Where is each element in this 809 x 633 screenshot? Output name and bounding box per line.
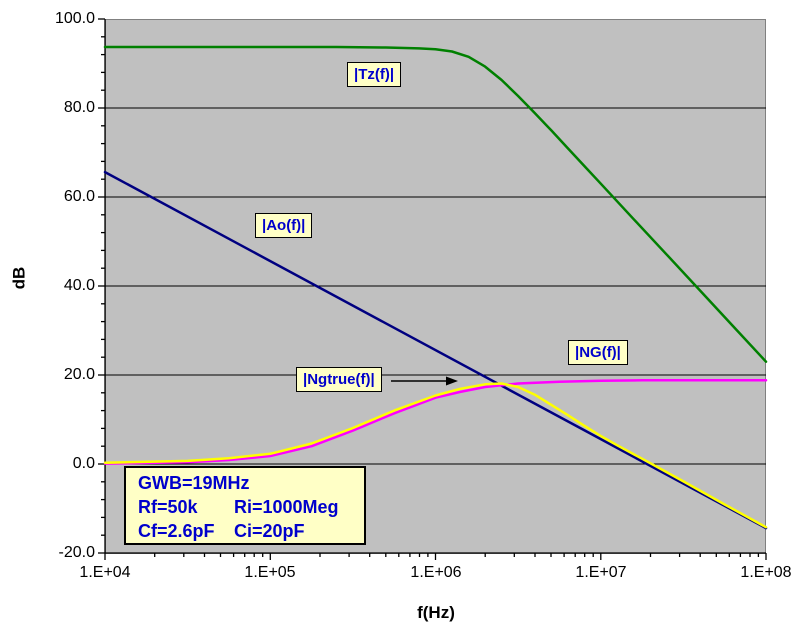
curve-label-ao: |Ao(f)| — [255, 213, 313, 238]
y-tick-label: 20.0 — [63, 366, 95, 383]
x-tick-label: 1.E+05 — [244, 564, 296, 581]
y-axis-title: dB — [9, 266, 29, 290]
x-tick-label: 1.E+04 — [79, 564, 131, 581]
y-tick-label: 80.0 — [63, 99, 95, 116]
annotation-ci: Ci=20pF — [234, 521, 305, 541]
annotation-gwb: GWB=19MHz — [138, 473, 250, 493]
annotation-cf: Cf=2.6pF — [138, 521, 215, 541]
y-tick-label: 60.0 — [63, 188, 95, 205]
y-tick-label: 0.0 — [72, 455, 95, 472]
curve-tzf — [103, 45, 768, 363]
curve-ngtruef — [103, 382, 768, 529]
x-tick-label: 1.E+08 — [740, 564, 792, 581]
annotation-row-gwb: GWB=19MHz — [138, 471, 364, 495]
annotation-row-resistors: Rf=50k Ri=1000Meg — [138, 495, 364, 519]
curve-label-ng: |NG(f)| — [568, 340, 628, 365]
annotation-row-capacitors: Cf=2.6pF Ci=20pF — [138, 519, 364, 543]
x-tick-label: 1.E+07 — [575, 564, 627, 581]
y-tick-label: 100.0 — [54, 10, 95, 27]
curve-aof — [103, 170, 768, 530]
x-tick-label: 1.E+06 — [410, 564, 462, 581]
annotation-ri: Ri=1000Meg — [234, 497, 339, 517]
axis-ticks — [98, 18, 767, 560]
curves — [103, 45, 768, 530]
ngtrue-arrow — [391, 376, 458, 386]
x-axis-title: f(Hz) — [417, 603, 455, 622]
y-tick-label: 40.0 — [63, 277, 95, 294]
curve-label-tz: |Tz(f)| — [347, 62, 402, 87]
annotation-rf: Rf=50k — [138, 497, 198, 517]
curve-ngf — [103, 379, 768, 465]
y-tick-label: -20.0 — [58, 544, 95, 561]
curve-label-ngtrue: |Ngtrue(f)| — [296, 367, 382, 392]
parameters-annotation-box: GWB=19MHz Rf=50k Ri=1000Meg Cf=2.6pF Ci=… — [124, 466, 366, 545]
gridlines — [105, 107, 766, 465]
